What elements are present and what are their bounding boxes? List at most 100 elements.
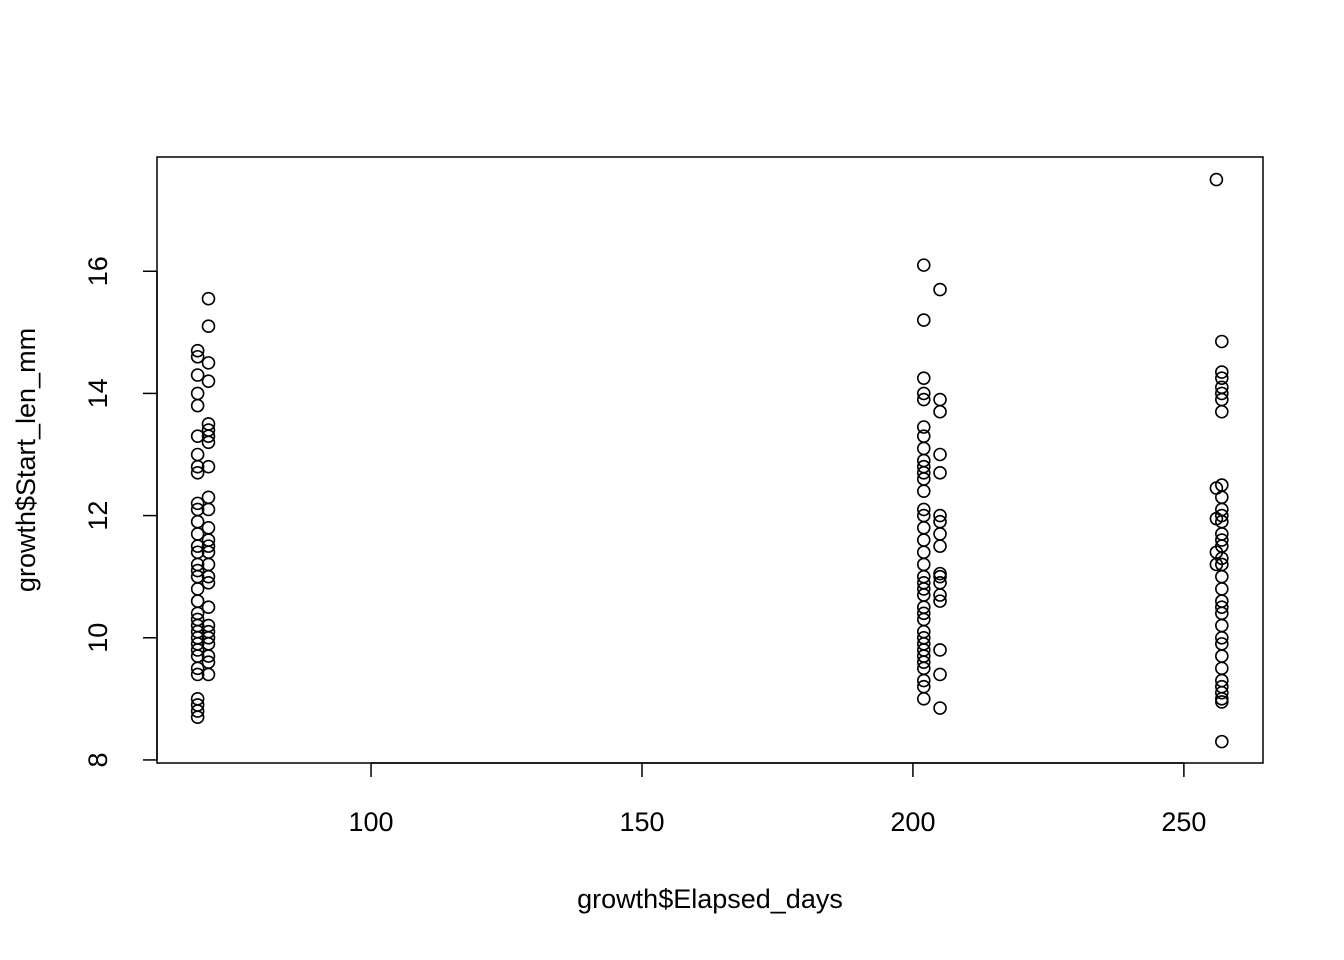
point: [201, 459, 216, 474]
y-tick-label: 14: [83, 378, 113, 408]
point: [916, 371, 931, 385]
y-tick-label: 16: [83, 256, 113, 286]
y-tick-label: 8: [83, 752, 113, 767]
point: [933, 527, 947, 541]
point: [201, 575, 216, 590]
point: [933, 282, 947, 297]
point: [933, 643, 947, 657]
point: [1209, 172, 1224, 187]
point: [190, 661, 205, 676]
plot-frame: [156, 156, 1264, 764]
point: [201, 667, 216, 682]
point: [1215, 365, 1229, 379]
point: [190, 349, 205, 364]
point: [916, 673, 931, 688]
point: [1215, 734, 1229, 749]
point: [1215, 649, 1229, 663]
point: [933, 539, 947, 553]
point: [1215, 600, 1229, 615]
point: [201, 502, 216, 517]
point: [933, 508, 947, 523]
point: [916, 441, 931, 456]
point: [1215, 371, 1229, 385]
point: [201, 569, 216, 584]
point: [1215, 551, 1229, 566]
point: [190, 594, 205, 608]
point: [916, 392, 931, 407]
point: [1215, 533, 1229, 547]
point: [933, 569, 947, 584]
point: [201, 429, 216, 443]
point: [201, 319, 216, 334]
point: [1215, 404, 1229, 419]
point: [916, 313, 931, 327]
y-tick-label: 12: [83, 501, 113, 531]
point: [1215, 685, 1229, 700]
point: [916, 545, 931, 560]
point: [190, 466, 205, 480]
point: [201, 649, 216, 663]
point: [933, 701, 947, 715]
point: [190, 398, 205, 413]
point: [190, 563, 205, 578]
point: [916, 582, 931, 596]
y-axis-title: growth$Start_len_mm: [11, 328, 41, 592]
point: [1215, 490, 1229, 505]
x-tick-label: 200: [890, 807, 935, 837]
point: [190, 459, 205, 474]
point: [190, 643, 205, 657]
point: [190, 710, 205, 724]
point: [201, 630, 216, 645]
point: [201, 539, 216, 553]
point: [916, 386, 931, 401]
point: [916, 521, 931, 535]
point: [190, 704, 205, 718]
y-tick-label: 10: [83, 623, 113, 653]
point: [916, 502, 931, 517]
point: [1215, 334, 1229, 349]
point: [1215, 508, 1229, 523]
point: [916, 429, 931, 443]
point: [916, 466, 931, 480]
point: [201, 490, 216, 505]
point: [916, 655, 931, 670]
x-axis-title: growth$Elapsed_days: [577, 884, 843, 914]
point: [201, 374, 216, 388]
point: [190, 447, 205, 462]
point: [190, 582, 205, 596]
point: [1215, 618, 1229, 633]
point: [190, 539, 205, 553]
point: [916, 533, 931, 547]
point: [916, 692, 931, 706]
point: [933, 588, 947, 602]
point: [916, 258, 931, 272]
point: [933, 667, 947, 682]
point: [190, 496, 205, 511]
point: [201, 291, 216, 306]
point: [201, 435, 216, 450]
x-tick-label: 100: [349, 807, 394, 837]
point: [1215, 582, 1229, 596]
point: [1215, 386, 1229, 401]
point: [1215, 661, 1229, 676]
point: [933, 392, 947, 407]
point: [916, 420, 931, 434]
point: [916, 557, 931, 572]
point: [1215, 630, 1229, 645]
point: [190, 527, 205, 541]
point: [933, 447, 947, 462]
point: [1215, 695, 1229, 709]
point: [190, 368, 205, 382]
point: [201, 600, 216, 615]
point: [916, 484, 931, 498]
point: [201, 356, 216, 370]
point: [190, 343, 205, 358]
point: [190, 514, 205, 529]
point: [916, 606, 931, 621]
point: [933, 466, 947, 480]
point: [933, 404, 947, 419]
point: [933, 594, 947, 608]
x-tick-label: 250: [1161, 807, 1206, 837]
point: [190, 667, 205, 682]
